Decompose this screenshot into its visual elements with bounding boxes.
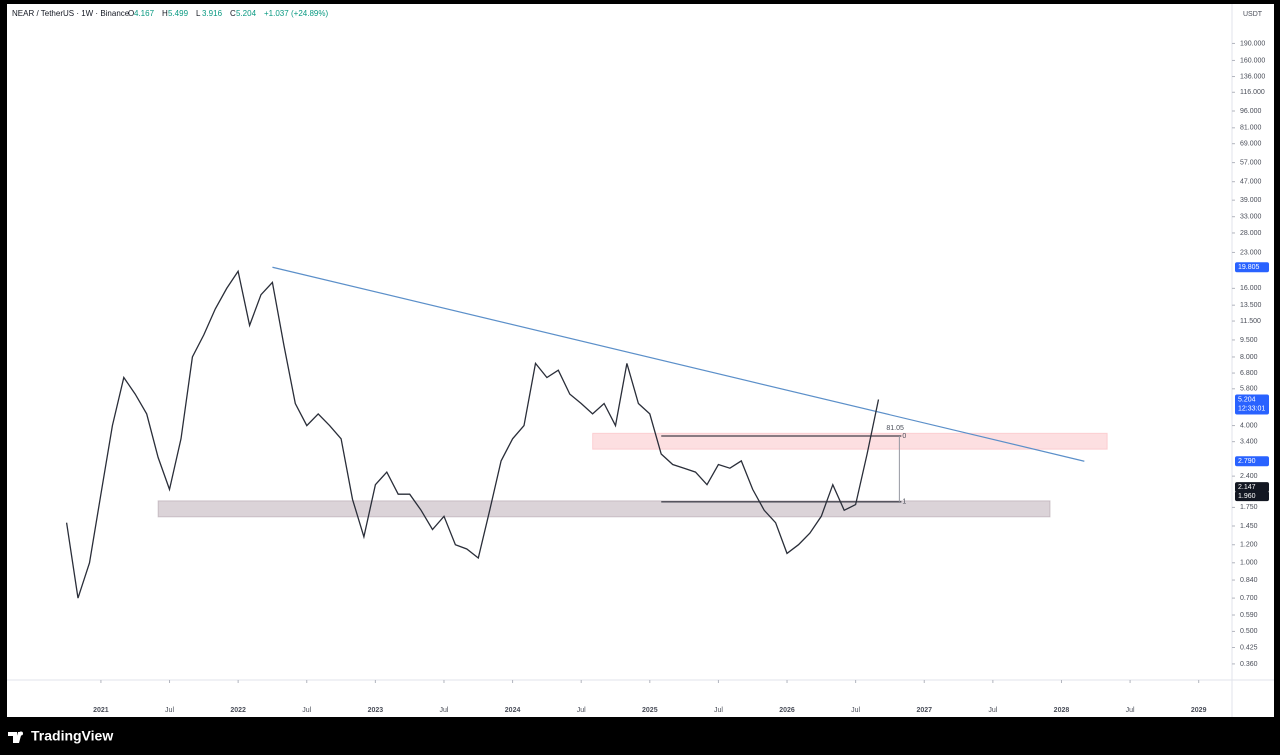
x-tick-label: 2024 — [505, 707, 521, 714]
y-tick-label: 190.000 — [1240, 40, 1265, 47]
ohlc-value: 5.499 — [168, 9, 189, 18]
price-tag-label: 19.805 — [1238, 264, 1260, 271]
zone — [592, 432, 1108, 450]
price-tag-label: 5.204 — [1238, 396, 1256, 403]
ohlc-value: 5.204 — [236, 9, 257, 18]
price-tag-label: 2.790 — [1238, 458, 1256, 465]
x-tick-label: Jul — [1126, 707, 1135, 714]
y-tick-label: 0.590 — [1240, 612, 1258, 619]
zone — [157, 500, 1051, 518]
x-tick-label: Jul — [851, 707, 860, 714]
x-tick-label: Jul — [439, 707, 448, 714]
price-tag — [1235, 394, 1269, 415]
y-tick-label: 11.500 — [1240, 318, 1261, 325]
chart-area — [7, 4, 1274, 717]
ohlc-letter: H — [162, 9, 168, 18]
x-tick-label: 2026 — [779, 707, 795, 714]
ohlc-letter: O — [128, 9, 134, 18]
y-tick-label: 4.000 — [1240, 422, 1258, 429]
y-tick-label: 69.000 — [1240, 141, 1262, 148]
x-tick-label: Jul — [165, 707, 174, 714]
price-tag — [1235, 262, 1269, 273]
price-tag — [1235, 491, 1269, 502]
x-tick-label: 2023 — [368, 707, 384, 714]
y-tick-label: 39.000 — [1240, 197, 1262, 204]
y-tick-label: 0.425 — [1240, 644, 1258, 651]
y-tick-label: 81.000 — [1240, 125, 1262, 132]
y-tick-label: 23.000 — [1240, 249, 1262, 256]
y-tick-label: 0.840 — [1240, 577, 1258, 584]
y-tick-label: 1.000 — [1240, 560, 1258, 567]
y-tick-label: 1.750 — [1240, 504, 1258, 511]
price-tag-label: 1.960 — [1238, 493, 1256, 500]
x-tick-label: 2021 — [93, 707, 109, 714]
currency: USDT — [1243, 11, 1263, 18]
y-tick-label: 8.000 — [1240, 354, 1258, 361]
x-tick-label: 2028 — [1054, 707, 1070, 714]
x-tick-label: Jul — [577, 707, 586, 714]
level-label: 0 — [902, 433, 906, 440]
x-tick-label: Jul — [714, 707, 723, 714]
y-tick-label: 3.400 — [1240, 439, 1258, 446]
price-tag-countdown: 12:33:01 — [1238, 405, 1265, 412]
y-tick-label: 9.500 — [1240, 337, 1258, 344]
y-tick-label: 116.000 — [1240, 89, 1265, 96]
y-tick-label: 6.800 — [1240, 370, 1258, 377]
price-tag — [1235, 482, 1269, 493]
x-tick-label: 2022 — [230, 707, 246, 714]
y-tick-label: 0.700 — [1240, 595, 1258, 602]
change: +1.037 — [264, 9, 289, 18]
brand: TradingView — [31, 728, 113, 744]
x-tick-label: 2029 — [1191, 707, 1207, 714]
ohlc-letter: L — [196, 9, 201, 18]
x-tick-label: Jul — [302, 707, 311, 714]
price-line — [65, 269, 880, 599]
logo — [8, 731, 23, 743]
x-tick-label: 2025 — [642, 707, 658, 714]
y-tick-label: 33.000 — [1240, 214, 1262, 221]
price-tag-label: 2.147 — [1238, 484, 1256, 491]
x-tick-label: 2027 — [916, 707, 932, 714]
y-tick-label: 13.500 — [1240, 302, 1262, 309]
y-tick-label: 28.000 — [1240, 230, 1262, 237]
y-tick-label: 96.000 — [1240, 108, 1262, 115]
y-tick-label: 0.500 — [1240, 628, 1258, 635]
trendline — [272, 266, 1085, 462]
y-tick-label: 0.360 — [1240, 661, 1258, 668]
y-tick-label: 47.000 — [1240, 179, 1262, 186]
x-tick-label: Jul — [988, 707, 997, 714]
ohlc-value: 3.916 — [202, 9, 223, 18]
ohlc-letter: C — [230, 9, 236, 18]
y-tick-label: 5.800 — [1240, 386, 1258, 393]
range-pct: 81.05 — [886, 425, 904, 432]
price-tag — [1235, 456, 1269, 467]
ohlc-value: 4.167 — [134, 9, 155, 18]
y-tick-label: 16.000 — [1240, 285, 1262, 292]
symbol: NEAR / TetherUS · 1W · Binance — [12, 9, 130, 18]
y-tick-label: 160.000 — [1240, 57, 1265, 64]
y-tick-label: 2.400 — [1240, 473, 1258, 480]
y-tick-label: 136.000 — [1240, 73, 1265, 80]
y-tick-label: 1.200 — [1240, 542, 1258, 549]
y-tick-label: 1.450 — [1240, 523, 1258, 530]
change-pct: (+24.89%) — [291, 9, 328, 18]
y-tick-label: 57.000 — [1240, 159, 1262, 166]
level-label: 1 — [902, 499, 906, 506]
